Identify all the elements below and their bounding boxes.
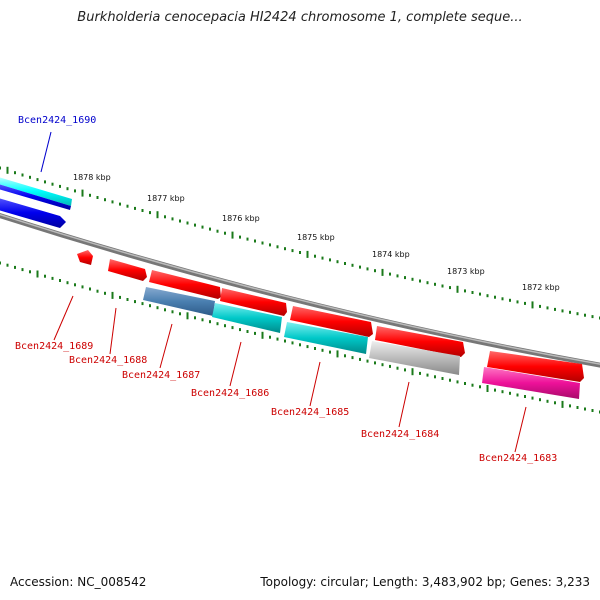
map-title: Burkholderia cenocepacia HI2424 chromoso… — [77, 10, 523, 25]
cds-row-forward — [77, 250, 584, 382]
feature-cyan-2[interactable] — [284, 322, 368, 354]
gene-label-1683: Bcen2424_1683 — [479, 453, 557, 464]
cds-bcen2424-1684[interactable] — [375, 326, 465, 357]
feature-steelblue[interactable] — [143, 287, 215, 316]
feature-row-lower — [143, 287, 580, 399]
cds-bcen2424-1685[interactable] — [290, 306, 373, 337]
gene-label-1687: Bcen2424_1687 — [122, 370, 200, 381]
kbp-label-1876: 1876 kbp — [222, 214, 260, 223]
gene-label-1688: Bcen2424_1688 — [69, 355, 147, 366]
gene-label-1685: Bcen2424_1685 — [271, 407, 349, 418]
kbp-label-1872: 1872 kbp — [522, 283, 560, 292]
gene-label-1690: Bcen2424_1690 — [18, 115, 96, 126]
gene-label-1689: Bcen2424_1689 — [15, 341, 93, 352]
summary-text: Topology: circular; Length: 3,483,902 bp… — [260, 575, 590, 589]
ruler-ticks-top — [0, 166, 600, 320]
feature-gray[interactable] — [369, 341, 460, 375]
kbp-label-1874: 1874 kbp — [372, 250, 410, 259]
feature-cyan-1[interactable] — [212, 303, 282, 333]
gene-label-1684: Bcen2424_1684 — [361, 429, 439, 440]
cds-bcen2424-1688[interactable] — [108, 259, 147, 281]
kbp-label-1875: 1875 kbp — [297, 233, 335, 242]
kbp-label-1877: 1877 kbp — [147, 194, 185, 203]
ruler-labels: 1878 kbp 1877 kbp 1876 kbp 1875 kbp 1874… — [73, 173, 560, 292]
accession-text: Accession: NC_008542 — [10, 575, 147, 589]
kbp-label-1878: 1878 kbp — [73, 173, 111, 182]
label-leaders — [40, 131, 527, 453]
cds-bcen2424-1683[interactable] — [487, 351, 584, 382]
cds-bcen2424-1687[interactable] — [149, 270, 221, 299]
gene-label-1686: Bcen2424_1686 — [191, 388, 269, 399]
feature-bcen2424-1690[interactable] — [0, 176, 72, 228]
cds-bcen2424-1686[interactable] — [220, 288, 287, 316]
kbp-label-1873: 1873 kbp — [447, 267, 485, 276]
feature-magenta[interactable] — [482, 367, 580, 399]
cds-bcen2424-1689[interactable] — [77, 250, 93, 265]
gene-labels: Bcen2424_1690 Bcen2424_1689 Bcen2424_168… — [15, 115, 557, 464]
ruler-ticks-bottom — [0, 261, 600, 414]
genome-backbone — [0, 212, 600, 368]
